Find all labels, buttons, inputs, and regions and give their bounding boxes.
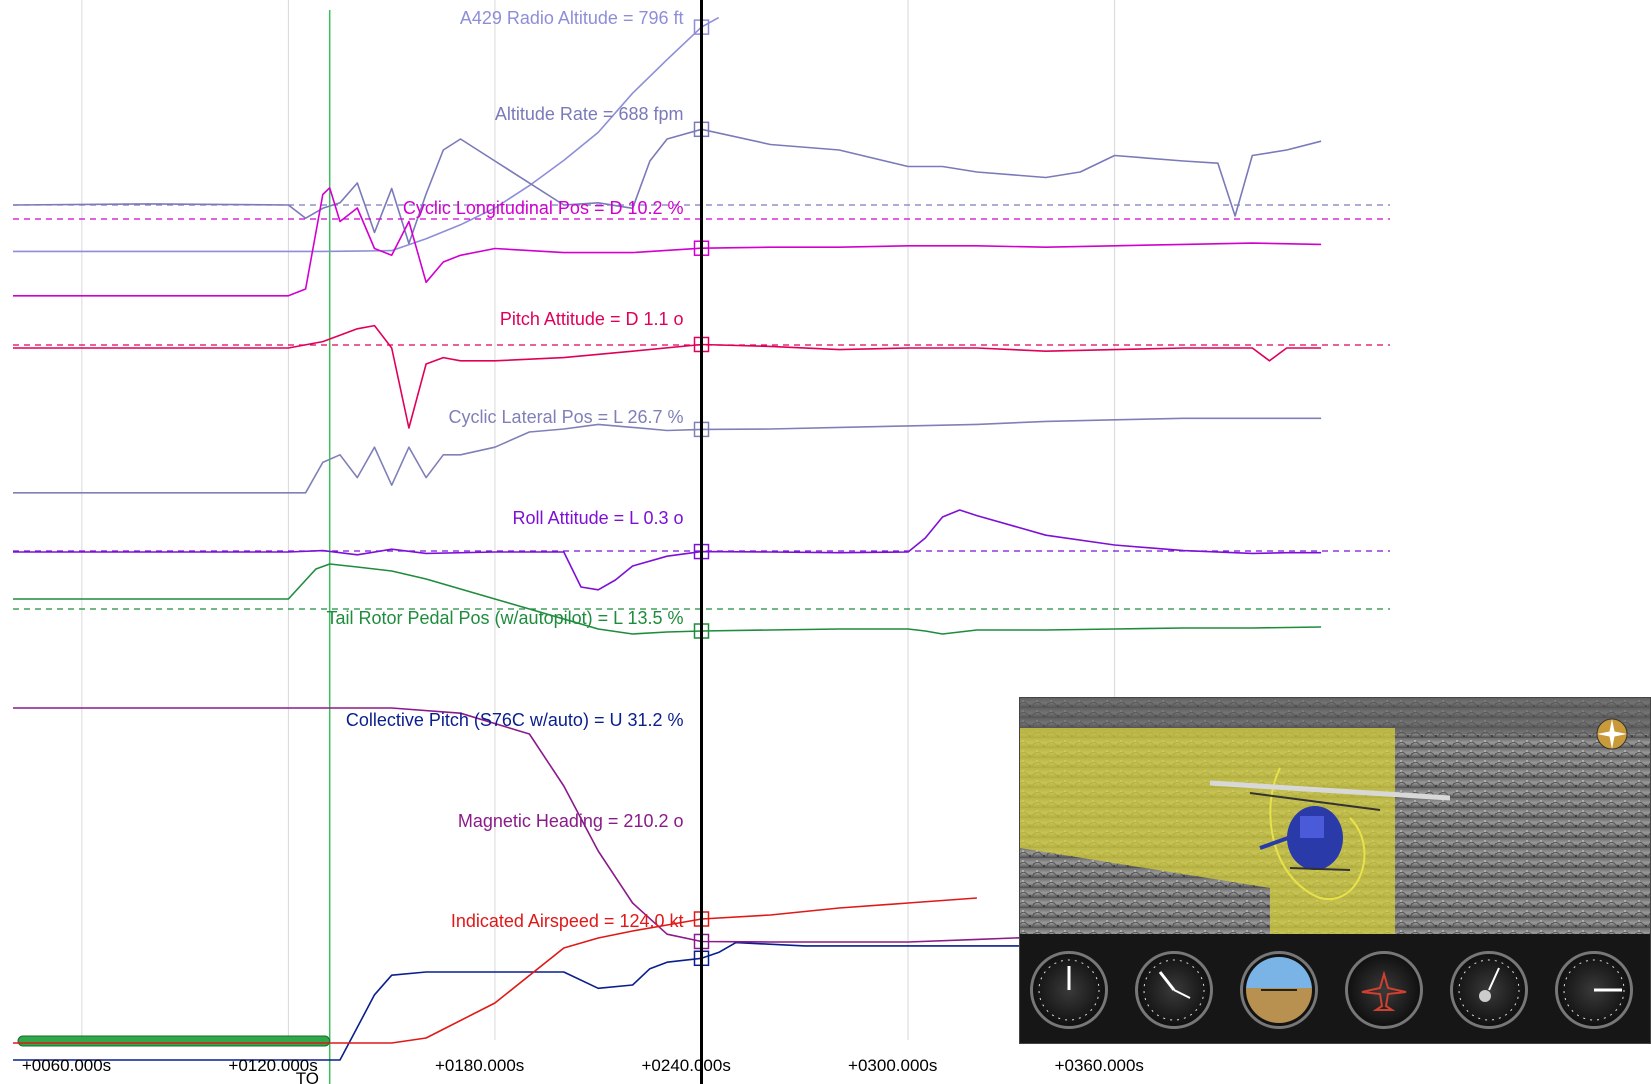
x-tick-label: +0360.000s	[1055, 1056, 1144, 1075]
x-tick-label: +0120.000s	[228, 1056, 317, 1075]
helicopter-icon	[1249, 792, 1381, 871]
series-readout-label[interactable]: Tail Rotor Pedal Pos (w/autopilot) = L 1…	[326, 608, 683, 628]
series-line-2[interactable]	[13, 187, 1322, 297]
series-readout-label[interactable]: Pitch Attitude = D 1.1 o	[500, 309, 684, 329]
altimeter-gauge-icon	[1135, 951, 1213, 1029]
event-marker-label: TO	[296, 1069, 319, 1084]
runway	[1209, 780, 1451, 801]
turn-coordinator-icon	[1345, 951, 1423, 1029]
series-layer	[12, 16, 1390, 1061]
series-readout-label[interactable]: Cyclic Longitudinal Pos = D 10.2 %	[403, 198, 684, 218]
series-readout-label[interactable]: Roll Attitude = L 0.3 o	[513, 508, 684, 528]
attitude-indicator-icon	[1240, 951, 1318, 1029]
x-tick-label: +0180.000s	[435, 1056, 524, 1075]
series-readout-label[interactable]: Altitude Rate = 688 fpm	[495, 104, 684, 124]
airspeed-gauge-icon	[1030, 951, 1108, 1029]
series-readout-label[interactable]: Indicated Airspeed = 124.0 kt	[451, 911, 684, 931]
flight-path	[1269, 767, 1366, 901]
series-line-1[interactable]	[12, 128, 1322, 245]
series-line-3[interactable]	[13, 324, 1322, 429]
heading-gauge-icon	[1450, 951, 1528, 1029]
axis-layer: +0060.000s +0120.000s +0180.000s +0240.000s…	[22, 1056, 1144, 1084]
x-tick-label: +0300.000s	[848, 1056, 937, 1075]
event-timeline-bar[interactable]	[17, 1035, 331, 1047]
x-tick-label: +0060.000s	[22, 1056, 111, 1075]
series-line-4[interactable]	[13, 417, 1322, 494]
series-readout-label[interactable]: Cyclic Lateral Pos = L 26.7 %	[449, 407, 684, 427]
series-line-0[interactable]	[13, 16, 720, 253]
x-tick-label: +0240.000s	[642, 1056, 731, 1075]
airspace-volume	[1020, 728, 1395, 934]
vertical-speed-gauge-icon	[1555, 951, 1633, 1029]
series-line-7[interactable]	[13, 941, 1046, 1061]
series-line-6[interactable]	[13, 563, 1322, 635]
series-line-9[interactable]	[13, 897, 977, 1044]
instrument-panel	[1020, 934, 1650, 1043]
3d-scene[interactable]	[1020, 698, 1651, 934]
label-layer: A429 Radio Altitude = 796 ft Altitude Rat…	[326, 0, 710, 1084]
series-readout-label[interactable]: Collective Pitch (S76C w/auto) = U 31.2 …	[346, 710, 684, 730]
series-readout-label[interactable]: A429 Radio Altitude = 796 ft	[460, 8, 684, 28]
series-readout-label[interactable]: Magnetic Heading = 210.2 o	[458, 811, 684, 831]
flight-animation-panel[interactable]	[1019, 697, 1651, 1044]
compass-rose-icon[interactable]	[1596, 718, 1628, 750]
